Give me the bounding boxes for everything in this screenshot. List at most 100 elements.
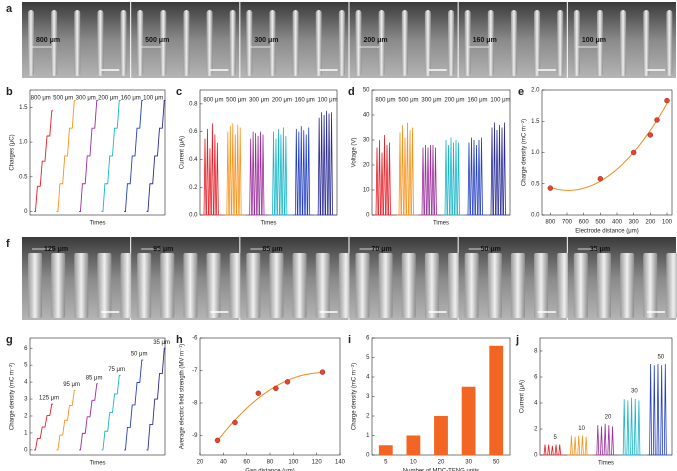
- image-label: 70 μm: [372, 246, 392, 253]
- pulse: [547, 444, 551, 456]
- pulse: [467, 142, 471, 216]
- pillar: [338, 10, 345, 76]
- pulse: [325, 110, 328, 216]
- pulse: [236, 124, 240, 216]
- step-curve: [79, 99, 99, 212]
- y-axis-label: Current (μA): [520, 380, 526, 413]
- axes-frame: [541, 89, 673, 216]
- pillar: [74, 253, 89, 318]
- y-tick-label: 0.4: [189, 157, 198, 163]
- pulse: [472, 139, 476, 216]
- pillar: [269, 10, 276, 76]
- y-tick-label: 2: [534, 427, 538, 433]
- pulse: [297, 131, 301, 216]
- pulse: [385, 144, 389, 216]
- pulse: [630, 397, 633, 456]
- legend-label: 200 μm: [272, 98, 292, 104]
- pulse: [259, 131, 262, 216]
- pulse: [603, 423, 607, 456]
- axes-frame: [539, 337, 673, 456]
- point: [654, 117, 660, 123]
- pillar: [160, 10, 167, 76]
- step-curve: [34, 110, 54, 212]
- axes-frame: [371, 89, 511, 216]
- x-tick-label: 500: [595, 220, 606, 226]
- step-curve: [56, 99, 76, 212]
- pillar: [137, 253, 152, 318]
- x-tick-label: 40: [220, 460, 227, 466]
- pulse: [581, 435, 584, 456]
- pulse: [480, 137, 483, 216]
- pillar: [596, 10, 603, 76]
- image-label: 160 μm: [473, 37, 497, 44]
- pulse: [330, 112, 333, 216]
- point: [284, 379, 291, 385]
- y-axis-label: Charge density (mC m⁻²): [522, 119, 528, 186]
- pillar: [160, 253, 175, 318]
- pulse: [401, 124, 404, 216]
- pulse: [406, 122, 409, 216]
- pillar: [206, 10, 213, 76]
- pulse: [211, 123, 214, 216]
- y-tick-label: 20: [363, 163, 370, 169]
- pulse: [279, 134, 283, 216]
- pillar: [448, 253, 463, 318]
- panel-label: i: [348, 334, 351, 346]
- pulse: [238, 127, 242, 216]
- y-tick-label: -7: [192, 368, 198, 374]
- pulse: [633, 399, 637, 456]
- x-tick-label: 5: [384, 460, 388, 466]
- pillar: [120, 253, 135, 318]
- axes-frame: [29, 337, 166, 456]
- pulse: [281, 127, 285, 216]
- pulse: [649, 363, 652, 456]
- pillar: [246, 253, 261, 318]
- panel-label: b: [6, 86, 13, 98]
- bar: [406, 435, 421, 455]
- x-tick-label: 400: [612, 220, 623, 226]
- y-tick-label: 1: [366, 433, 370, 439]
- pulse: [600, 426, 603, 456]
- pillar: [120, 10, 127, 76]
- pillar: [643, 10, 650, 76]
- pulse: [203, 138, 207, 216]
- axes-frame: [29, 89, 166, 216]
- pulse: [226, 131, 230, 216]
- pulse: [660, 365, 664, 456]
- image-label: 35 μm: [590, 246, 610, 253]
- y-tick-label: 50: [363, 88, 370, 94]
- pillar: [666, 10, 673, 76]
- pillar: [315, 10, 322, 76]
- legend-label: 500 μm: [398, 98, 418, 104]
- y-tick-label: 6: [534, 375, 538, 381]
- x-axis-label: Times: [89, 221, 105, 227]
- pulse: [500, 127, 504, 216]
- x-tick-label: 50: [493, 460, 500, 466]
- legend-label: 800 μm: [31, 96, 51, 102]
- pillar: [28, 253, 42, 318]
- legend-label: 300 μm: [421, 98, 441, 104]
- image-label: 300 μm: [254, 37, 278, 44]
- pulse: [607, 425, 611, 456]
- fit-curve: [550, 103, 668, 191]
- legend-label: 30: [631, 388, 638, 394]
- y-tick-label: 40: [363, 113, 370, 119]
- pillar: [183, 10, 190, 76]
- y-axis-label: Average electric field strength (MV m⁻¹): [180, 344, 186, 449]
- legend-label: 200 μm: [98, 96, 118, 102]
- x-tick-label: 20: [438, 460, 445, 466]
- y-tick-label: 1.5: [19, 105, 28, 111]
- pillar: [229, 10, 236, 76]
- legend-label: 500 μm: [53, 96, 73, 102]
- panel-label: f: [6, 238, 10, 250]
- pillar: [51, 10, 58, 76]
- legend-label: 160 μm: [295, 98, 315, 104]
- pillar: [28, 10, 34, 76]
- pulse: [577, 435, 581, 456]
- pulse: [426, 147, 430, 216]
- point: [214, 437, 221, 444]
- axes-frame: [199, 337, 341, 456]
- image-label: 100 μm: [582, 37, 606, 44]
- pulse: [626, 400, 630, 456]
- panel-label: d: [348, 86, 355, 98]
